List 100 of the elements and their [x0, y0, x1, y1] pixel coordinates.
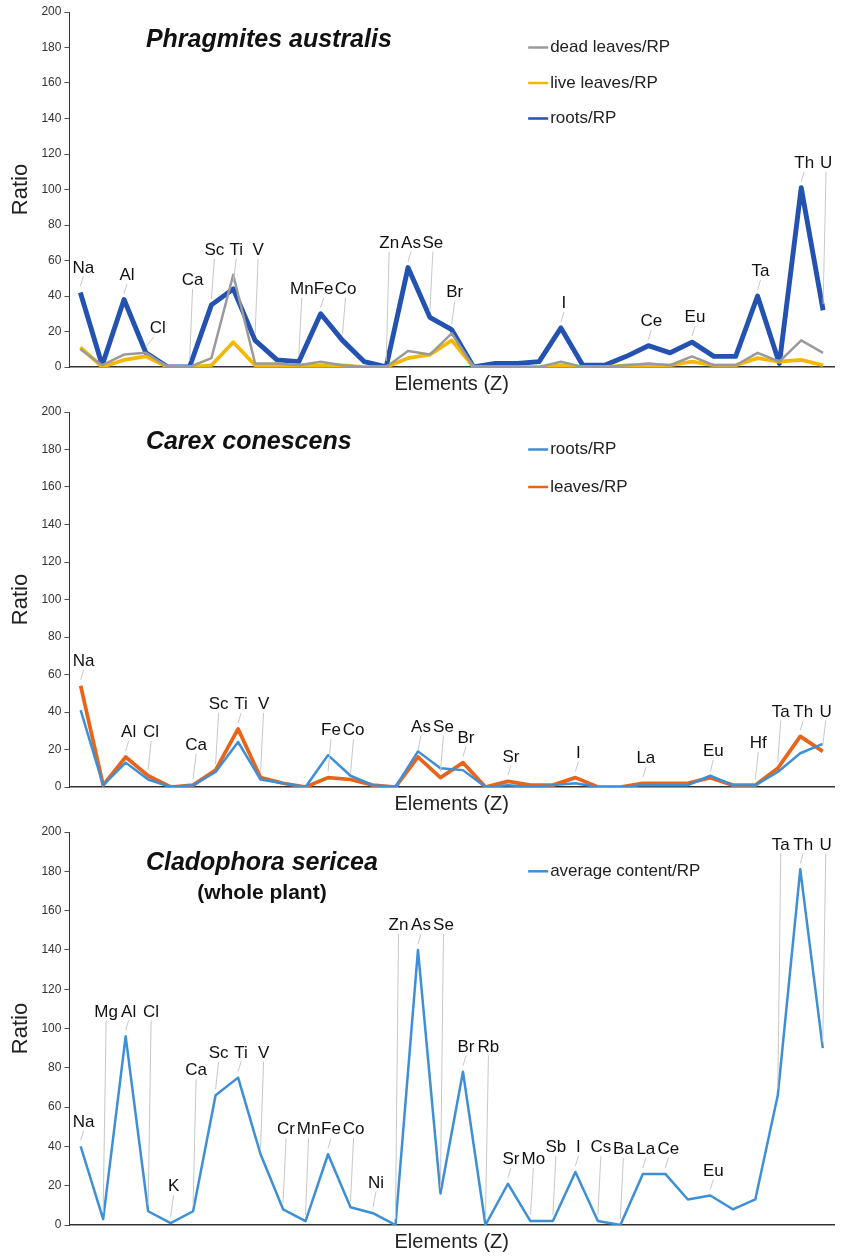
data-label: Zn [379, 232, 400, 252]
data-label: Ni [367, 1172, 385, 1192]
legend-label: leaves/RP [550, 476, 628, 496]
y-tick-label: 140 [41, 942, 62, 957]
data-label: Mn [289, 278, 314, 298]
y-axis-title: Ratio [7, 1002, 33, 1055]
data-label: U [819, 701, 832, 721]
data-label: Se [433, 915, 454, 935]
data-label: Sr [502, 1148, 520, 1168]
data-label: I [561, 293, 567, 313]
y-tick-label: 120 [41, 146, 62, 161]
text: Cladophora sericea [145, 847, 379, 876]
data-label: Mn [296, 1119, 321, 1139]
data-label: Cr [277, 1119, 296, 1139]
y-tick-label: 60 [48, 252, 62, 267]
data-label: Br [457, 1036, 475, 1056]
data-label: Al [121, 722, 137, 742]
text: Carex conescens [145, 425, 352, 454]
y-tick-label: 0 [54, 1217, 62, 1232]
data-label: Eu [684, 307, 706, 327]
data-label: Fe [321, 1119, 341, 1139]
y-tick-label: 200 [41, 404, 62, 419]
data-label: As [411, 915, 431, 935]
data-label: Na [72, 1111, 96, 1131]
x-axis-title: Elements (Z) [394, 1229, 509, 1252]
data-label: Eu [702, 740, 724, 760]
y-tick-label: 140 [41, 110, 62, 125]
data-label: As [411, 716, 431, 736]
data-label: Co [342, 720, 365, 740]
data-label: Na [72, 650, 96, 670]
y-tick-label: 60 [48, 1099, 62, 1114]
data-label: Zn [388, 915, 409, 935]
data-label: I [576, 742, 581, 762]
data-label: Th [793, 701, 814, 721]
data-label: V [257, 1042, 270, 1062]
data-label: Br [446, 282, 464, 302]
y-tick-label: 120 [41, 981, 62, 996]
y-tick-label: 160 [41, 902, 62, 917]
data-label: Br [457, 727, 475, 747]
text: Phragmites australis [145, 24, 392, 53]
data-label: V [252, 239, 265, 259]
y-tick-label: 160 [41, 75, 62, 90]
data-label: Sc [208, 694, 230, 714]
y-tick-label: 80 [48, 1060, 62, 1075]
data-label: K [167, 1176, 180, 1196]
data-label: Ba [612, 1139, 635, 1159]
data-label: Sr [502, 746, 520, 766]
data-label: Ta [771, 701, 791, 721]
data-label: Ta [771, 834, 791, 854]
data-label: Ca [185, 1060, 208, 1080]
y-tick-label: 20 [48, 1178, 62, 1193]
y-tick-label: 40 [48, 1138, 62, 1153]
data-label: Cl [143, 1001, 160, 1021]
y-tick-label: 60 [48, 666, 62, 681]
data-label: Cs [590, 1137, 612, 1157]
data-label: Ca [181, 270, 204, 290]
data-label: Ti [234, 1042, 248, 1062]
data-label: Co [342, 1119, 365, 1139]
y-tick-label: 200 [41, 824, 62, 839]
data-label: Rb [477, 1036, 500, 1056]
data-label: As [401, 232, 421, 252]
text: (whole plant) [197, 880, 327, 904]
y-tick-label: 160 [41, 479, 62, 494]
y-tick-label: 180 [41, 863, 62, 878]
y-tick-label: 40 [48, 704, 62, 719]
y-tick-label: 180 [41, 39, 62, 54]
data-label: Mo [521, 1148, 546, 1168]
data-label: Sc [204, 239, 225, 259]
data-label: La [636, 1139, 656, 1159]
data-label: Th [793, 834, 814, 854]
legend-label: dead leaves/RP [550, 37, 671, 57]
y-tick-label: 180 [41, 441, 62, 456]
data-label: I [576, 1137, 581, 1157]
annotation: Cl [149, 317, 166, 337]
y-tick-label: 0 [54, 779, 62, 794]
data-label: Fe [313, 278, 334, 298]
data-label: Al [121, 1001, 137, 1021]
data-label: Na [72, 257, 95, 277]
data-label: U [819, 834, 832, 854]
y-tick-label: 20 [48, 741, 62, 756]
data-label: Ca [185, 735, 208, 755]
data-label: Sc [208, 1042, 230, 1062]
data-label: Ce [657, 1139, 680, 1159]
data-label: Fe [321, 720, 341, 740]
x-axis-title: Elements (Z) [394, 791, 509, 814]
x-axis-title: Elements (Z) [394, 371, 509, 394]
y-axis-title: Ratio [7, 573, 33, 626]
data-label: Ti [234, 694, 248, 714]
y-tick-label: 100 [41, 1020, 62, 1035]
data-label: Se [422, 232, 444, 252]
y-tick-label: 0 [54, 359, 62, 374]
y-tick-label: 80 [48, 217, 62, 232]
data-label: Sb [545, 1137, 567, 1157]
data-label: Cl [143, 722, 160, 742]
y-tick-label: 40 [48, 288, 62, 303]
y-tick-label: 120 [41, 554, 62, 569]
data-label: Ce [640, 310, 663, 330]
data-label: La [636, 748, 656, 768]
legend-label: roots/RP [550, 439, 617, 459]
y-tick-label: 100 [41, 591, 62, 606]
